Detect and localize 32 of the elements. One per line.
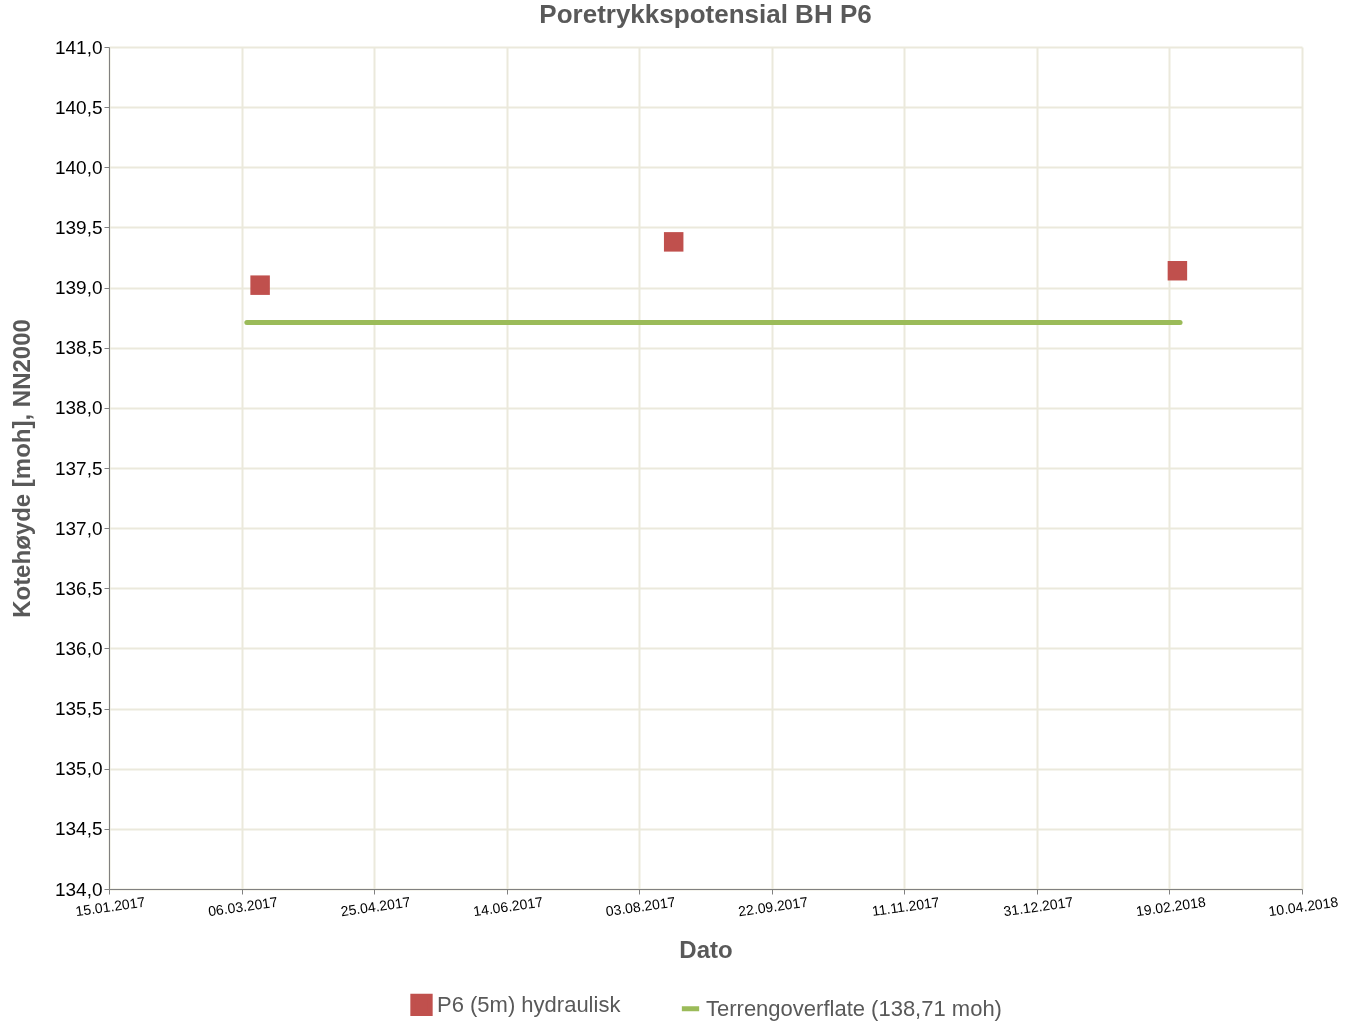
- y-tick-label: 138,5: [54, 337, 103, 359]
- legend-label: Terrengoverflate (138,71 moh): [706, 995, 1002, 1021]
- y-tick-label: 137,5: [54, 457, 103, 479]
- chart-title: Poretrykkspotensial BH P6: [539, 0, 872, 29]
- y-tick-label: 134,0: [54, 878, 103, 900]
- x-tick-label: 10.04.2018: [1267, 893, 1340, 920]
- y-tick-label: 138,0: [54, 397, 103, 419]
- y-axis-title: Kotehøyde [moh], NN2000: [7, 319, 35, 618]
- x-tick-label: 22.09.2017: [737, 893, 810, 920]
- point: [1167, 260, 1188, 281]
- x-tick-label: 31.12.2017: [1002, 893, 1075, 920]
- y-tick-label: 140,0: [54, 156, 103, 178]
- point: [663, 232, 684, 252]
- x-tick-label: 11.11.2017: [870, 893, 941, 920]
- legend-label: P6 (5m) hydraulisk: [437, 991, 622, 1017]
- y-tick-label: 139,0: [54, 277, 103, 299]
- y-tick-label: 140,5: [54, 96, 103, 118]
- y-tick-label: 139,5: [54, 216, 103, 238]
- x-tick-label: 06.03.2017: [207, 893, 279, 920]
- y-tick-label: 141,0: [54, 36, 103, 58]
- x-tick-label: 25.04.2017: [339, 893, 412, 920]
- y-tick-label: 137,0: [54, 517, 103, 539]
- y-tick-label: 135,0: [54, 758, 103, 780]
- x-tick-label: 14.06.2017: [472, 893, 545, 920]
- point: [250, 275, 270, 295]
- x-axis-title: Dato: [679, 936, 733, 964]
- y-tick-label: 136,5: [54, 577, 103, 599]
- y-tick-label: 136,0: [54, 637, 103, 659]
- x-tick-label: 03.08.2017: [604, 893, 677, 920]
- x-tick-label: 19.02.2018: [1134, 893, 1207, 920]
- y-tick-label: 134,5: [54, 818, 103, 840]
- y-tick-label: 135,5: [54, 698, 103, 720]
